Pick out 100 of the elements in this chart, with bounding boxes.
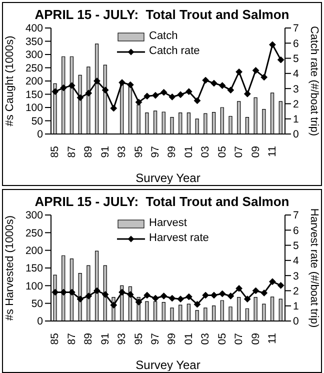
- y-tick-label: 200: [25, 245, 44, 258]
- point: [269, 278, 276, 286]
- x-tick-label: 93: [116, 146, 128, 158]
- point: [202, 292, 210, 299]
- y2-tick-label: 5: [293, 53, 299, 66]
- point: [177, 91, 184, 98]
- point: [227, 86, 234, 94]
- x-tick-label: 87: [66, 146, 78, 158]
- y2-tick-label: 0: [293, 128, 299, 141]
- y2-tick-label: 1: [293, 114, 299, 126]
- point: [85, 292, 92, 300]
- y-tick-label: 100: [25, 280, 44, 292]
- point: [260, 290, 268, 296]
- y-tick-label: 0: [37, 316, 44, 328]
- point: [135, 98, 142, 106]
- y2-tick-label: 7: [293, 210, 299, 222]
- x-tick-label: 99: [166, 332, 178, 345]
- x-tick-label: 91: [99, 332, 112, 345]
- point: [102, 86, 109, 94]
- x-tick-label: 11: [266, 332, 278, 344]
- point: [210, 80, 218, 87]
- y2-tick-label: 3: [293, 83, 299, 96]
- chart-title: APRIL 15 - JULY: Total Trout and Salmon: [34, 7, 290, 22]
- point: [218, 290, 226, 298]
- y-tick-label: 50: [31, 115, 44, 128]
- x-tick-label: 89: [82, 146, 95, 158]
- x-tick-label: 91: [99, 146, 112, 158]
- x-tick-label: 09: [250, 332, 262, 345]
- point: [118, 288, 126, 296]
- point: [52, 88, 59, 96]
- x-tick-label: 07: [233, 146, 246, 158]
- point: [60, 84, 67, 92]
- point: [118, 79, 126, 86]
- point: [135, 298, 142, 306]
- point: [194, 97, 201, 104]
- point: [152, 92, 159, 99]
- x-tick-label: 95: [132, 146, 145, 158]
- point: [110, 302, 118, 309]
- point: [68, 288, 76, 296]
- x-tick-label: 01: [182, 332, 195, 345]
- point: [160, 292, 168, 300]
- y-tick-label: 300: [25, 210, 44, 222]
- y-tick-label: 250: [25, 227, 44, 240]
- point: [126, 81, 134, 88]
- point: [277, 56, 284, 64]
- y2-axis-title: Harvest rate (#/boat trip): [308, 208, 320, 328]
- y2-tick-label: 6: [293, 38, 299, 50]
- y-axis-title: #s Harvested (1000s): [4, 215, 16, 321]
- point: [244, 90, 251, 98]
- point: [277, 282, 284, 289]
- x-tick-label: 01: [182, 146, 195, 158]
- y-tick-label: 300: [25, 49, 44, 62]
- x-tick-label: 93: [116, 332, 128, 345]
- y2-tick-label: 7: [293, 22, 299, 35]
- legend-label: Harvest rate: [149, 231, 209, 246]
- point: [94, 287, 100, 294]
- y-tick-label: 400: [25, 22, 44, 35]
- y2-tick-label: 1: [293, 300, 299, 313]
- y-tick-label: 250: [25, 62, 44, 74]
- point: [194, 300, 201, 308]
- point: [102, 291, 109, 298]
- point: [236, 284, 242, 292]
- y2-tick-label: 0: [293, 316, 299, 328]
- x-tick-label: 95: [132, 332, 145, 345]
- point: [76, 94, 84, 102]
- point: [244, 296, 251, 302]
- x-tick-label: 85: [49, 146, 62, 158]
- x-tick-label: 97: [149, 146, 162, 158]
- y2-tick-label: 6: [293, 224, 299, 237]
- point: [52, 288, 59, 296]
- point: [94, 78, 100, 84]
- x-tick-label: 89: [82, 332, 95, 345]
- x-tick-label: 03: [200, 146, 212, 158]
- point: [160, 88, 168, 96]
- x-tick-label: 87: [66, 332, 78, 345]
- point: [168, 93, 176, 100]
- y2-tick-label: 2: [293, 285, 299, 298]
- point: [218, 82, 226, 89]
- chart-title: APRIL 15 - JULY: Total Trout and Salmon: [34, 194, 290, 209]
- point: [76, 296, 84, 302]
- x-tick-label: 99: [166, 146, 178, 158]
- point: [185, 88, 192, 96]
- point: [177, 296, 184, 302]
- legend-label: Catch rate: [149, 44, 200, 59]
- point: [60, 288, 67, 296]
- y2-tick-label: 5: [293, 240, 299, 252]
- point: [144, 292, 151, 299]
- point: [227, 292, 234, 300]
- y2-tick-label: 4: [293, 255, 299, 268]
- point: [236, 68, 242, 76]
- point: [68, 82, 76, 89]
- point: [269, 41, 276, 48]
- legend-label: Harvest: [149, 216, 187, 231]
- y2-tick-label: 2: [293, 98, 299, 110]
- y-tick-label: 350: [25, 36, 44, 48]
- y2-tick-label: 3: [293, 270, 299, 282]
- x-tick-label: 97: [149, 332, 162, 345]
- point: [202, 76, 210, 84]
- y-tick-label: 200: [25, 76, 44, 88]
- x-tick-label: 07: [233, 332, 246, 345]
